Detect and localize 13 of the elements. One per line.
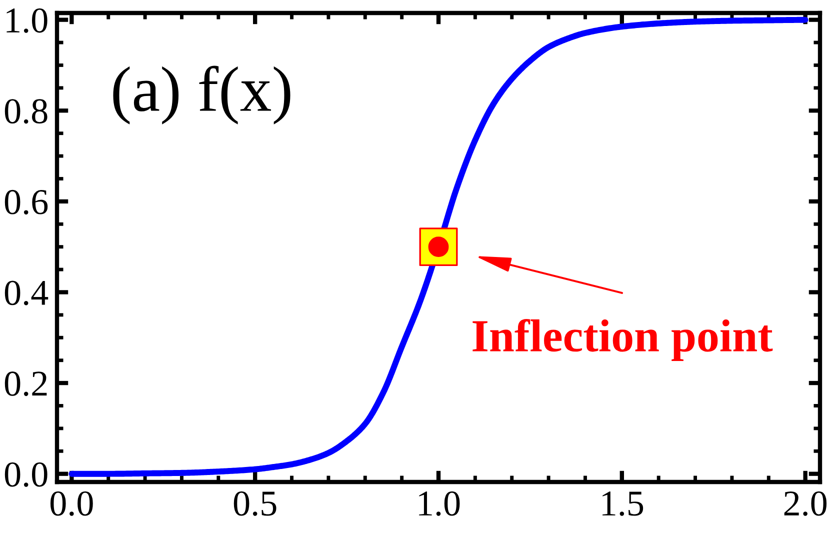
y-tick-label: 0.2 xyxy=(4,372,47,396)
x-tick-label: 1.5 xyxy=(602,492,644,516)
annotation: Inflection point xyxy=(472,318,773,361)
x-tick-label: 0.0 xyxy=(50,491,93,516)
x-tick-label: 2.0 xyxy=(784,491,827,516)
y-tick-label: 0.6 xyxy=(4,190,48,214)
y-tick-label: 1.0 xyxy=(6,8,48,33)
y-tick-label: 0.8 xyxy=(4,99,48,124)
y-tick-label: 0.4 xyxy=(4,280,48,306)
y-tick-label: 0.0 xyxy=(4,462,48,487)
text: (a) f(x) xyxy=(113,66,290,124)
x-tick-label: 0.5 xyxy=(234,491,276,516)
x-tick-label: 1.0 xyxy=(419,491,460,516)
